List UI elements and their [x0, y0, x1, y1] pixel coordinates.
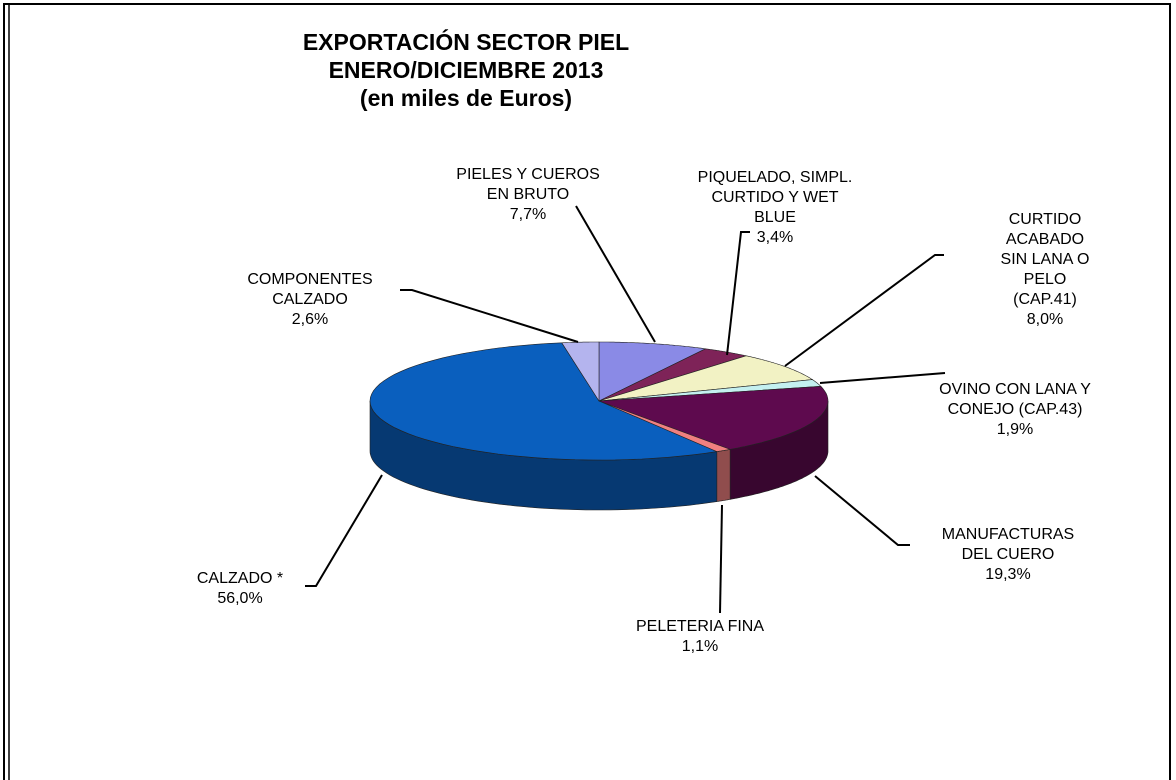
value-label: 19,3% [985, 566, 1031, 583]
slice-label: CURTIDO ACABADO SIN LANA O PELO (CAP.41)… [980, 210, 1111, 330]
leader-line [305, 474, 383, 587]
leader-line [575, 205, 656, 343]
value-label: 3,4% [756, 229, 794, 246]
slice [598, 341, 707, 402]
slice-side [716, 449, 731, 502]
leader-line [726, 231, 750, 356]
chart-title: EXPORTACIÓN SECTOR PIEL ENERO/DICIEMBRE … [302, 29, 630, 111]
leader-line [784, 254, 944, 367]
slice-label: PIQUELADO, SIMPL. CURTIDO Y WET BLUE 3,4% [697, 169, 853, 246]
slice-label: MANUFACTURAS DEL CUERO 19,3% [941, 526, 1075, 583]
leader-line [819, 372, 946, 384]
leader-line [814, 475, 910, 546]
value-label: 1,9% [996, 421, 1034, 438]
leader-line [719, 504, 723, 614]
value-label: 7,7% [509, 206, 547, 223]
value-label: 2,6% [291, 311, 329, 328]
frame [3, 3, 1171, 780]
value-label: 56,0% [217, 590, 263, 607]
slice-label: COMPONENTES CALZADO 2,6% [247, 271, 373, 328]
slice [598, 400, 731, 452]
leader-line [400, 289, 579, 343]
slice [369, 342, 718, 461]
slice-label: OVINO CON LANA Y CONEJO (CAP.43) 1,9% [939, 381, 1091, 438]
slice-label: PIELES Y CUEROS EN BRUTO 7,7% [456, 166, 600, 223]
slice [598, 355, 814, 402]
value-label: 8,0% [1026, 311, 1064, 328]
slice-label: CALZADO * 56,0% [196, 570, 284, 607]
value-label: 1,1% [681, 638, 719, 655]
slice [598, 385, 829, 450]
slice [598, 379, 822, 402]
slice-label: PELETERIA FINA 1,1% [635, 618, 765, 655]
slice [561, 341, 600, 403]
